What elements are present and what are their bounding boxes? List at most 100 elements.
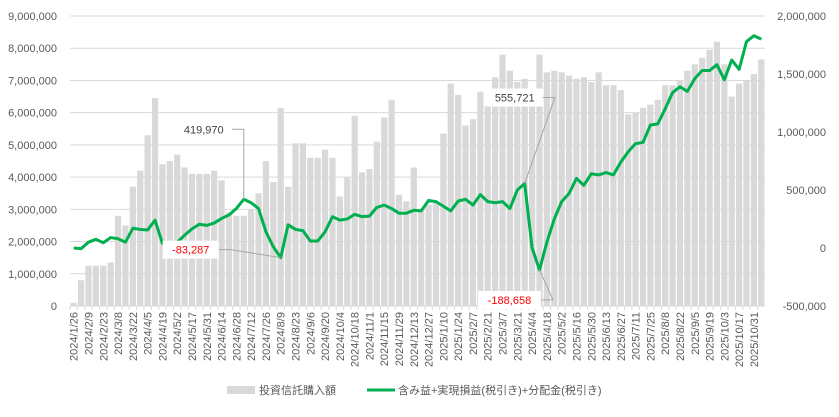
- x-tick-label: 2025/1/10: [438, 312, 450, 361]
- bar: [403, 201, 409, 306]
- left-tick-label: 4,000,000: [8, 172, 57, 184]
- right-tick-label: 2,000,000: [777, 11, 826, 23]
- x-tick-label: 2024/5/31: [202, 312, 214, 361]
- x-tick-label: 2025/7/25: [645, 312, 657, 361]
- right-tick-label: -500,000: [783, 301, 826, 313]
- left-tick-label: 8,000,000: [8, 43, 57, 55]
- x-tick-label: 2024/8/9: [276, 312, 288, 355]
- bar: [751, 74, 757, 306]
- bar: [130, 187, 136, 306]
- right-tick-label: 0: [820, 243, 826, 255]
- bar: [233, 216, 239, 306]
- annotation-label: 555,721: [495, 93, 535, 105]
- x-tick-label: 2024/8/23: [291, 312, 303, 361]
- bar: [721, 64, 727, 306]
- left-tick-label: 9,000,000: [8, 11, 57, 23]
- annotation-label: -83,287: [172, 245, 209, 257]
- bar: [100, 266, 106, 306]
- bar: [381, 118, 387, 307]
- bar: [241, 216, 247, 306]
- x-tick-label: 2024/11/1: [364, 312, 376, 360]
- x-tick-label: 2024/9/6: [305, 312, 317, 355]
- bar: [359, 172, 365, 306]
- bar-series: [71, 42, 765, 306]
- bar: [315, 158, 321, 306]
- bar: [736, 84, 742, 306]
- bar: [300, 143, 306, 306]
- bar: [115, 216, 121, 306]
- x-tick-label: 2025/1/24: [453, 312, 465, 361]
- x-tick-label: 2024/4/19: [157, 312, 169, 361]
- x-tick-label: 2025/8/22: [675, 312, 687, 361]
- x-tick-label: 2025/3/7: [498, 312, 510, 355]
- bar: [137, 171, 143, 306]
- bar: [71, 303, 77, 306]
- x-tick-label: 2024/3/8: [113, 312, 125, 355]
- bar: [706, 50, 712, 306]
- bar: [337, 196, 343, 306]
- bar: [204, 174, 210, 306]
- bar: [610, 85, 616, 306]
- bar: [389, 100, 395, 306]
- bar: [93, 266, 99, 306]
- x-tick-label: 2024/5/2: [172, 312, 184, 355]
- x-tick-label: 2025/2/7: [468, 312, 480, 355]
- bar: [174, 155, 180, 306]
- x-tick-label: 2025/5/30: [586, 312, 598, 361]
- left-tick-label: 6,000,000: [8, 108, 57, 120]
- bar: [492, 77, 498, 306]
- x-tick-label: 2025/3/21: [512, 312, 524, 361]
- bar: [329, 158, 335, 306]
- bar: [440, 134, 446, 306]
- bar: [226, 213, 232, 306]
- bar: [669, 85, 675, 306]
- x-tick-label: 2025/5/16: [571, 312, 583, 361]
- bar: [211, 171, 217, 306]
- bar: [196, 174, 202, 306]
- bar: [633, 113, 639, 306]
- x-tick-label: 2025/5/2: [557, 312, 569, 355]
- x-tick-label: 2024/12/13: [409, 312, 421, 367]
- x-tick-label: 2024/7/26: [261, 312, 273, 361]
- bar: [433, 203, 439, 306]
- left-tick-label: 2,000,000: [8, 237, 57, 249]
- x-tick-label: 2025/4/18: [542, 312, 554, 361]
- bar: [218, 180, 224, 306]
- x-tick-label: 2025/6/13: [601, 312, 613, 361]
- annotation-label: 419,970: [184, 124, 224, 136]
- bar: [145, 135, 151, 306]
- bar: [189, 174, 195, 306]
- bar: [108, 263, 114, 307]
- x-tick-label: 2024/2/23: [98, 312, 110, 361]
- bar: [544, 72, 550, 306]
- left-tick-label: 3,000,000: [8, 204, 57, 216]
- x-tick-label: 2025/10/17: [734, 312, 746, 367]
- left-tick-label: 1,000,000: [8, 269, 57, 281]
- bar: [462, 126, 468, 306]
- bar: [588, 82, 594, 306]
- x-tick-label: 2025/6/27: [616, 312, 628, 361]
- x-tick-label: 2025/10/31: [749, 312, 761, 367]
- bar: [152, 98, 158, 306]
- x-tick-label: 2024/9/20: [320, 312, 332, 361]
- bar: [699, 58, 705, 306]
- left-tick-label: 0: [51, 301, 57, 313]
- right-tick-label: 1,500,000: [777, 69, 826, 81]
- bar: [248, 209, 254, 306]
- bar: [655, 100, 661, 306]
- x-tick-label: 2024/1/26: [69, 312, 81, 361]
- bar: [603, 85, 609, 306]
- x-tick-label: 2024/6/28: [231, 312, 243, 361]
- right-tick-label: 500,000: [786, 185, 826, 197]
- bar: [485, 106, 491, 306]
- x-tick-label: 2025/10/3: [719, 312, 731, 361]
- bar: [559, 72, 565, 306]
- x-tick-label: 2025/2/21: [483, 312, 495, 361]
- bar: [448, 84, 454, 306]
- bar: [581, 77, 587, 306]
- x-tick-label: 2024/10/18: [350, 312, 362, 367]
- bar: [167, 161, 173, 306]
- x-tick-label: 2024/10/4: [335, 312, 347, 361]
- x-tick-label: 2024/6/14: [217, 312, 229, 361]
